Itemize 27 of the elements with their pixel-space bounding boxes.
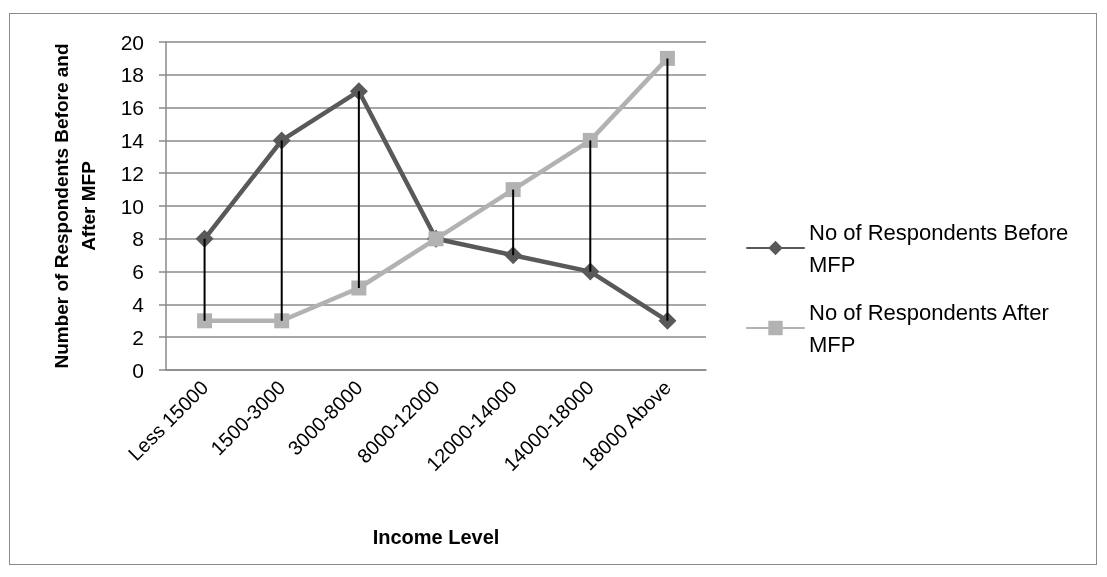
legend-label: No of Respondents After MFP: [809, 299, 1055, 357]
bar: [589, 140, 592, 272]
y-tick-label: 6: [132, 260, 144, 284]
point: [505, 182, 521, 198]
y-axis-title: Number of Respondents Before and After MFP: [51, 43, 99, 369]
y-tick-label: 2: [132, 325, 144, 349]
y-tick-label: 14: [120, 128, 145, 152]
x-axis-title: Income Level: [372, 526, 500, 548]
y-tick-label: 18: [120, 63, 144, 87]
y-tick-label: 16: [120, 96, 144, 120]
y-tick-label: 12: [120, 161, 144, 185]
bar: [666, 58, 669, 321]
y-tick-label: 8: [132, 227, 144, 251]
y-tick-label: 10: [120, 194, 144, 218]
point: [351, 280, 367, 296]
y-tick-label: 4: [132, 292, 145, 316]
point: [659, 50, 675, 66]
y-tick-label: 0: [132, 358, 144, 382]
point: [197, 313, 213, 329]
point: [582, 132, 598, 148]
point: [274, 313, 290, 329]
bar: [280, 140, 283, 321]
legend-label: No of Respondents Before MFP: [809, 219, 1075, 277]
bar: [512, 189, 515, 256]
bar: [203, 238, 206, 321]
bar: [357, 91, 360, 288]
y-tick-label: 20: [120, 30, 144, 54]
